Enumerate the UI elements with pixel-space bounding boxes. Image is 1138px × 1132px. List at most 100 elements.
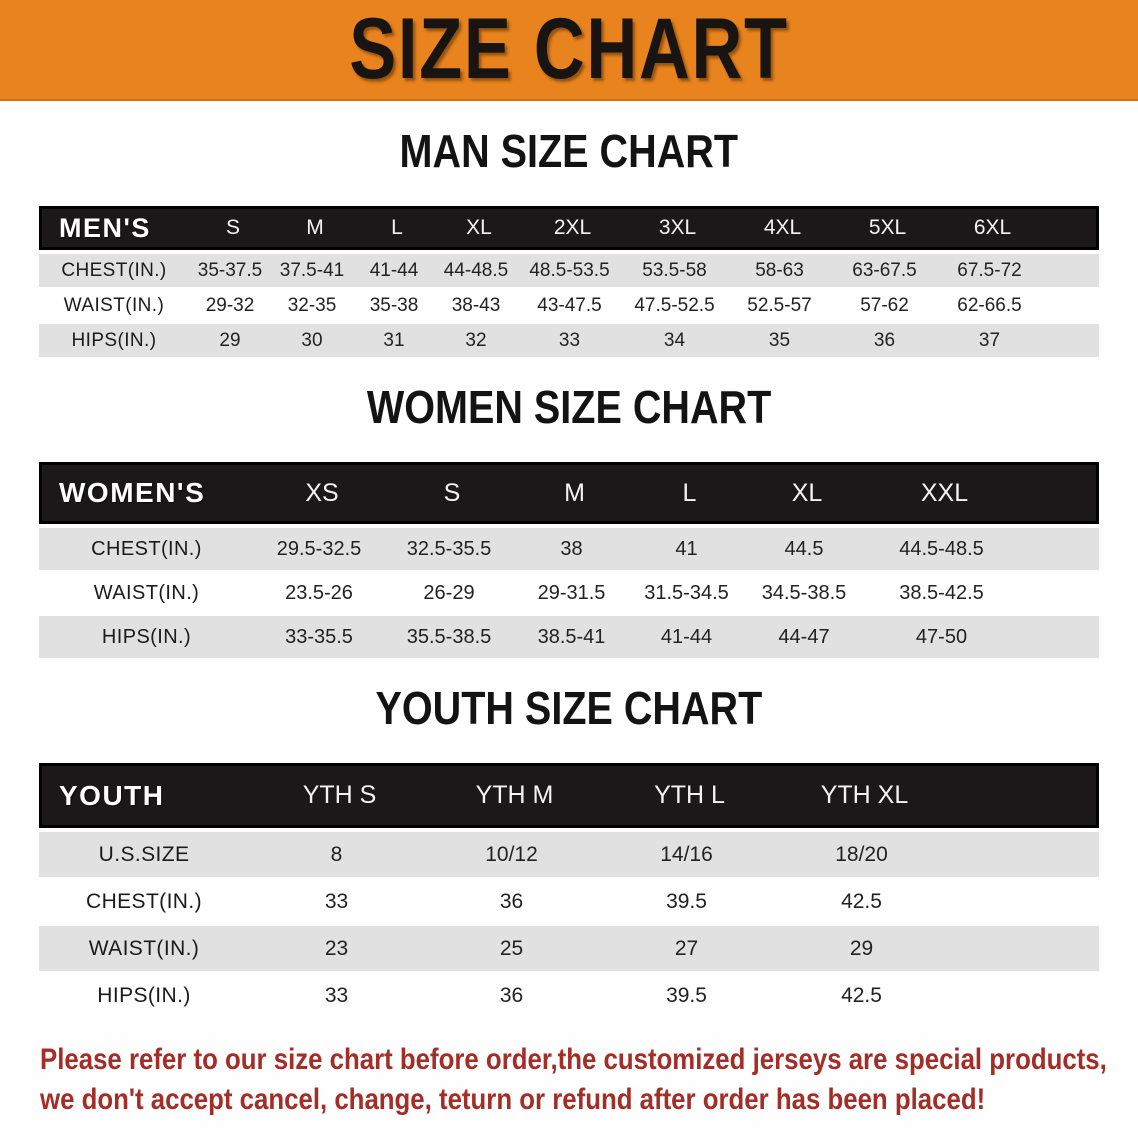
women-section-heading: WOMEN SIZE CHART [0,384,1138,439]
measurement-value: 38 [560,537,583,560]
disclaimer: Please refer to our size chart before or… [40,1040,1138,1120]
size-column-header: L [391,216,403,239]
table-title-cell: YOUTH [59,779,165,811]
measurement-value: 23.5-26 [285,581,353,604]
measurement-value: 44.5-48.5 [899,537,984,560]
measurement-value: 29-31.5 [537,581,606,604]
size-column-header: M [306,216,324,239]
measurement-value: 35-38 [369,294,419,316]
measurement-row: HIPS(IN.) 33-35.5 35.5-38.5 38.5-41 41-44 44-… [39,616,1099,658]
size-column-header: L [682,478,697,507]
row-label: HIPS(IN.) [71,329,157,351]
measurement-value: 57-62 [860,294,909,316]
size-column-header: XS [305,478,339,507]
size-column-header: YTH XL [820,781,909,809]
measurement-value: 42.5 [841,983,882,1007]
section-women: WOMEN SIZE CHART WOMEN'S XS S M L XL XXL CHEST(… [0,384,1138,658]
measurement-value: 44-48.5 [443,259,509,281]
banner: SIZE CHART [0,0,1138,101]
measurement-value: 36 [873,329,896,351]
measurement-value: 32 [465,329,487,351]
measurement-value: 33-35.5 [285,625,353,648]
measurement-value: 37 [978,329,1001,351]
measurement-value: 42.5 [841,889,882,913]
measurement-value: 33 [324,889,349,913]
section-youth: YOUTH SIZE CHART YOUTH YTH S YTH M YTH L YTH… [0,685,1138,1018]
section-men: MAN SIZE CHART MEN'S S M L XL 2XL 3XL 4XL 5XL 6XL… [0,128,1138,357]
measurement-value: 25 [499,936,524,960]
measurement-value: 27 [674,936,699,960]
size-column-header: M [564,478,585,507]
measurement-row: CHEST(IN.) 33 36 39.5 42.5 [39,879,1099,924]
measurement-value: 29 [849,936,874,960]
measurement-value: 38-43 [451,294,501,316]
row-label: HIPS(IN.) [97,983,191,1007]
size-column-header: 2XL [553,216,592,239]
table-title-cell: MEN'S [59,212,151,243]
table-header-row: MEN'S S M L XL 2XL 3XL 4XL 5XL 6XL [39,206,1099,250]
measurement-row: CHEST(IN.) 29.5-32.5 32.5-35.5 38 41 44.5 44.5… [39,528,1099,570]
measurement-value: 41-44 [660,625,713,648]
measurement-value: 10/12 [485,842,538,866]
measurement-value: 38.5-42.5 [899,581,984,604]
table-header-row: WOMEN'S XS S M L XL XXL [39,462,1099,524]
measurement-value: 26-29 [423,581,475,604]
measurement-value: 29 [219,329,241,351]
measurement-value: 37.5-41 [279,259,345,281]
size-column-header: 4XL [763,216,802,239]
measurement-value: 33 [558,329,581,351]
measurement-value: 34 [663,329,686,351]
row-label: HIPS(IN.) [101,625,192,648]
row-label: CHEST(IN.) [91,537,202,560]
measurement-value: 39.5 [666,889,707,913]
measurement-value: 62-66.5 [957,294,1022,316]
measurement-value: 33 [324,983,349,1007]
men-size-table: MEN'S S M L XL 2XL 3XL 4XL 5XL 6XL CHEST(IN.) 35-37… [39,206,1099,357]
size-column-header: YTH M [475,781,554,809]
measurement-value: 41-44 [369,259,419,281]
measurement-value: 32-35 [287,294,337,316]
measurement-value: 31.5-34.5 [644,581,729,604]
measurement-value: 18/20 [835,842,888,866]
measurement-value: 52.5-57 [747,294,812,316]
measurement-row: HIPS(IN.) 29 30 31 32 33 34 35 36 37 [39,324,1099,357]
size-column-header: 6XL [973,216,1012,239]
size-column-header: 3XL [658,216,697,239]
table-header-row: YOUTH YTH S YTH M YTH L YTH XL [39,763,1099,828]
row-label: CHEST(IN.) [86,889,202,913]
measurement-value: 36 [499,889,524,913]
measurement-value: 32.5-35.5 [406,537,492,560]
row-label: U.S.SIZE [98,842,190,866]
row-label: WAIST(IN.) [88,936,200,960]
measurement-value: 30 [301,329,323,351]
row-label: WAIST(IN.) [93,581,200,604]
youth-section-heading-text: YOUTH SIZE CHART [375,682,763,734]
measurement-value: 67.5-72 [957,259,1022,281]
measurement-value: 48.5-53.5 [529,259,610,281]
size-column-header: 5XL [868,216,907,239]
table-title-cell: WOMEN'S [59,477,206,508]
measurement-value: 41 [675,537,698,560]
measurement-value: 35-37.5 [197,259,263,281]
measurement-row: U.S.SIZE 8 10/12 14/16 18/20 [39,832,1099,877]
measurement-row: WAIST(IN.) 29-32 32-35 35-38 38-43 43-47.5 47.… [39,289,1099,322]
measurement-value: 47.5-52.5 [634,294,715,316]
size-column-header: YTH L [654,781,725,809]
measurement-row: WAIST(IN.) 23.5-26 26-29 29-31.5 31.5-34.5 34… [39,572,1099,614]
size-column-header: S [225,216,240,239]
men-section-heading-text: MAN SIZE CHART [399,125,739,177]
disclaimer-line-1: Please refer to our size chart before or… [40,1043,1107,1076]
women-section-heading-text: WOMEN SIZE CHART [366,381,772,433]
measurement-value: 29.5-32.5 [276,537,362,560]
men-section-heading: MAN SIZE CHART [0,128,1138,183]
women-size-table: WOMEN'S XS S M L XL XXL CHEST(IN.) 29.5-32.5 32.5… [39,462,1099,658]
measurement-value: 29-32 [205,294,255,316]
measurement-value: 44-47 [778,625,830,648]
measurement-value: 38.5-41 [537,625,606,648]
measurement-value: 63-67.5 [852,259,917,281]
measurement-value: 8 [330,842,343,866]
measurement-value: 53.5-58 [642,259,707,281]
measurement-value: 23 [324,936,349,960]
measurement-value: 31 [383,329,405,351]
size-column-header: XL [466,216,492,239]
